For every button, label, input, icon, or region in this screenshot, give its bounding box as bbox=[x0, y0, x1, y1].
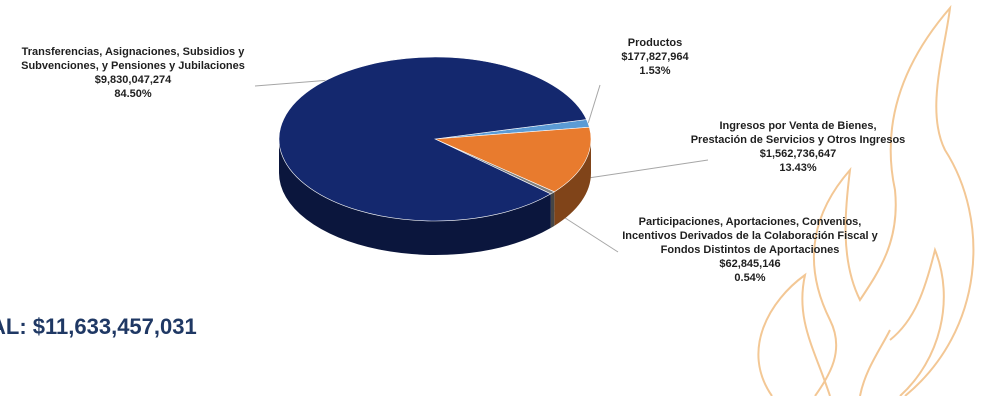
slice-transferencias-side bbox=[279, 139, 551, 255]
slice-ingresos-leader bbox=[584, 159, 709, 180]
pie-slices bbox=[278, 56, 592, 255]
slice-productos-leader bbox=[587, 84, 601, 124]
slice-transferencias bbox=[278, 56, 587, 222]
flame-watermark bbox=[757, 4, 975, 396]
total-amount: AL: $11,633,457,031 bbox=[0, 314, 197, 339]
slice-label-transferencias: Transferencias, Asignaciones, Subsidios … bbox=[21, 46, 245, 100]
slice-participaciones-side bbox=[550, 191, 555, 228]
slice-label-productos: Productos $177,827,964 1.53% bbox=[621, 37, 689, 77]
slice-ingresos-side bbox=[554, 139, 591, 226]
slice-label-participaciones: Participaciones, Aportaciones, Convenios… bbox=[622, 216, 878, 284]
slice-label-ingresos: Ingresos por Venta de Bienes, Prestación… bbox=[690, 120, 906, 174]
slice-transferencias-leader bbox=[254, 79, 327, 87]
slice-ingresos bbox=[434, 126, 592, 193]
